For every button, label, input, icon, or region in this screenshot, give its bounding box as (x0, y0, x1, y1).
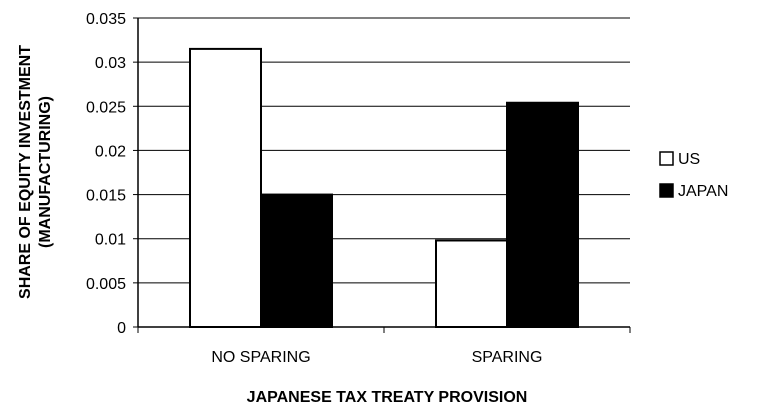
y-tick-label: 0.02 (95, 143, 126, 160)
y-tick-label: 0 (117, 320, 126, 337)
legend: US JAPAN (652, 141, 752, 213)
y-axis-title-line-2: (MANUFACTURING) (37, 96, 54, 248)
bar-us-sparing (435, 239, 508, 328)
tick-labels: 0 0.005 0.01 0.015 0.02 0.025 0.03 0.035 NO SPAR… (86, 11, 542, 366)
legend-label-us: US (678, 151, 700, 168)
legend-swatch-japan (659, 183, 674, 198)
legend-label-japan: JAPAN (678, 183, 728, 200)
x-tick-label: SPARING (472, 349, 543, 366)
bar-japan-sparing (506, 101, 579, 328)
y-tick-label: 0.025 (86, 99, 126, 116)
y-tick-label: 0.035 (86, 11, 126, 28)
bar-japan-no-sparing (260, 193, 333, 328)
y-tick-label: 0.01 (95, 232, 126, 249)
y-tick-label: 0.005 (86, 276, 126, 293)
axes (133, 17, 631, 333)
legend-swatch-us (659, 151, 674, 166)
x-tick-label: NO SPARING (211, 349, 310, 366)
x-axis-title: JAPANESE TAX TREATY PROVISION (247, 389, 528, 406)
y-axis-title-line-1: SHARE OF EQUITY INVESTMENT (17, 45, 34, 299)
y-tick-label: 0.03 (95, 55, 126, 72)
bar-us-no-sparing (189, 47, 262, 329)
bars (189, 47, 579, 329)
y-tick-label: 0.015 (86, 188, 126, 205)
